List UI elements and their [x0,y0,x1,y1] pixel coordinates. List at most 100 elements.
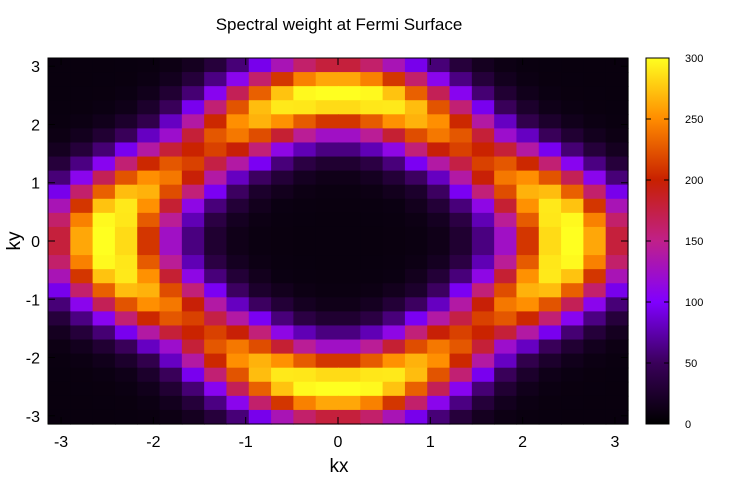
heatmap-cell [338,255,361,270]
heatmap-cell [315,269,339,284]
heatmap-cell [382,381,406,397]
heatmap-cell [561,58,584,73]
heatmap-cell [92,353,116,369]
heatmap-cell [427,395,451,411]
heatmap-cell [70,269,94,284]
heatmap-cell [449,58,473,73]
heatmap-cell [92,339,116,355]
heatmap-cell [360,128,384,144]
heatmap-cell [181,170,205,186]
heatmap-cell [204,198,228,214]
heatmap-cell [137,353,161,369]
heatmap-cell [494,114,518,129]
y-axis-ticks: -3 -2 -1 0 1 2 3 [26,59,628,426]
heatmap-cell [271,367,294,383]
heatmap-cell [226,100,250,115]
heatmap-cell [159,283,183,298]
colorbar-tick-label: 0 [685,419,691,431]
heatmap-cell [181,367,205,383]
x-tick-label: 3 [610,434,619,451]
heatmap-cell [382,226,406,242]
heatmap-cell [271,100,294,115]
heatmap-cell [583,311,607,327]
heatmap-cell [315,381,339,397]
heatmap-cell [204,381,228,397]
heatmap-cell [159,184,183,200]
heatmap-cell [92,170,116,186]
heatmap-cell [382,241,406,256]
heatmap-cell [181,212,205,228]
heatmap-cell [92,142,116,158]
heatmap-cell [70,409,94,425]
heatmap-cell [338,212,361,228]
heatmap-cell [70,381,94,397]
heatmap-cell [159,255,183,270]
heatmap-cell [293,325,317,341]
heatmap-cell [561,311,584,327]
heatmap-cell [204,325,228,341]
heatmap-cell [181,325,205,341]
heatmap-cell [583,353,607,369]
heatmap-cell [538,170,562,186]
heatmap-cell [70,255,94,270]
heatmap-cell [605,58,629,73]
heatmap-cell [92,367,116,383]
heatmap-cell [449,142,473,158]
heatmap-cell [471,241,495,256]
heatmap-cell [561,142,584,158]
heatmap-cell [360,283,384,298]
heatmap-cell [538,381,562,397]
heatmap-cell [494,325,518,341]
heatmap-cell [382,283,406,298]
heatmap-cell [248,241,272,256]
heatmap-cell [516,297,540,312]
heatmap-cell [293,381,317,397]
heatmap-cell [293,241,317,256]
heatmap-cell [114,72,138,87]
heatmap-cell [48,297,71,312]
heatmap-cell [427,367,451,383]
heatmap-cell [471,58,495,73]
heatmap-cell [114,311,138,327]
heatmap-cell [427,128,451,144]
heatmap-cell [181,269,205,284]
heatmap-cell [271,255,294,270]
heatmap-cell [583,241,607,256]
heatmap-cell [114,198,138,214]
heatmap-cell [137,311,161,327]
heatmap-cell [293,367,317,383]
heatmap-cell [494,212,518,228]
heatmap-cell [159,339,183,355]
heatmap-cell [538,367,562,383]
heatmap-cell [226,395,250,411]
heatmap-cell [248,255,272,270]
heatmap-cell [583,58,607,73]
heatmap-cell [605,297,629,312]
heatmap-cell [338,86,361,101]
heatmap-cell [48,100,71,115]
heatmap-cell [471,367,495,383]
heatmap-cell [360,170,384,186]
heatmap-cell [494,353,518,369]
heatmap-cell [360,184,384,200]
heatmap-cell [404,353,428,369]
heatmap-cell [605,395,629,411]
heatmap-cell [382,255,406,270]
heatmap-cell [404,339,428,355]
heatmap-cell [561,241,584,256]
heatmap-cell [137,395,161,411]
heatmap-cell [92,184,116,200]
heatmap-cell [271,297,294,312]
heatmap-cell [181,100,205,115]
heatmap-cell [338,381,361,397]
heatmap-cell [114,353,138,369]
heatmap-cell [583,255,607,270]
heatmap-cell [583,381,607,397]
heatmap-cell [583,86,607,101]
heatmap-cell [516,58,540,73]
heatmap-cell [427,311,451,327]
heatmap-cell [293,339,317,355]
heatmap-cell [159,198,183,214]
heatmap-cell [427,297,451,312]
